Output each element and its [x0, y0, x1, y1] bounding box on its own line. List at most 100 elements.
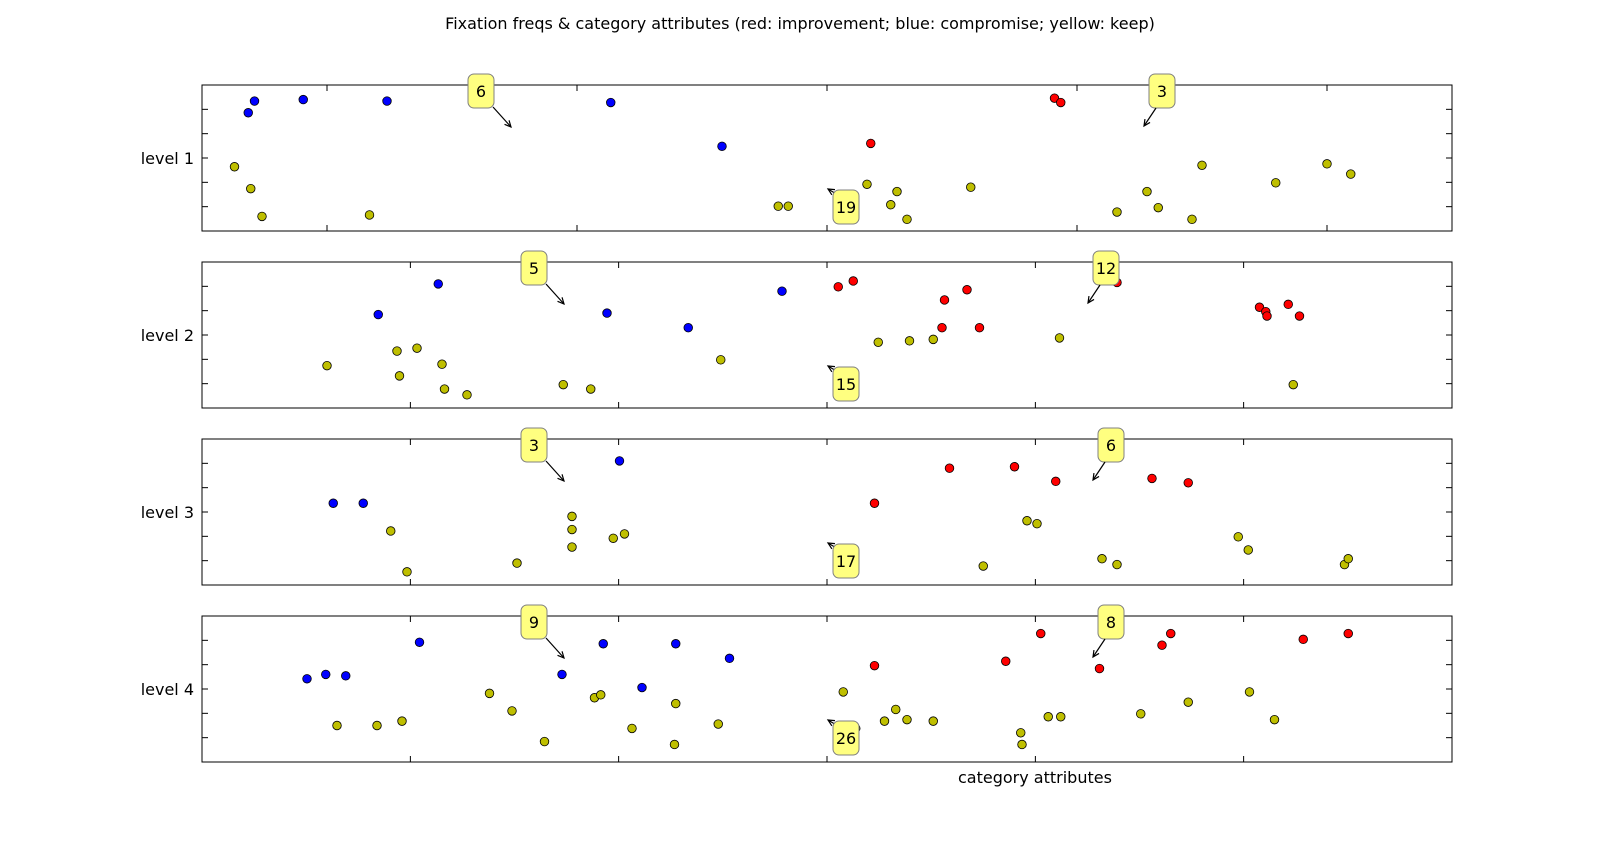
compromise-count-arrow-head — [504, 120, 512, 129]
keep-point — [507, 706, 517, 716]
compromise-point — [717, 141, 727, 152]
compromise-count-arrow-head — [557, 474, 565, 483]
keep-point — [1346, 169, 1356, 179]
improvement-count-box — [1097, 427, 1125, 463]
compromise-count-box — [520, 427, 548, 463]
keep-point — [229, 162, 240, 172]
keep-point — [332, 720, 342, 731]
improvement-point — [1294, 311, 1305, 321]
improvement-point — [848, 276, 858, 286]
improvement-count-label: 12 — [1096, 259, 1116, 278]
compromise-count-arrow-shaft — [545, 283, 565, 305]
keep-point — [539, 736, 550, 747]
keep-point — [397, 716, 407, 726]
improvement-point — [1051, 476, 1061, 487]
improvement-point — [833, 282, 843, 292]
keep-point — [484, 688, 495, 699]
improvement-count-arrow-head — [1087, 295, 1095, 305]
keep-count-box — [832, 720, 860, 756]
keep-point — [1112, 559, 1122, 570]
keep-point — [567, 542, 577, 552]
compromise-point — [777, 286, 787, 296]
compromise-point — [683, 323, 693, 333]
keep-point — [394, 371, 405, 381]
compromise-point — [298, 94, 308, 105]
keep-point — [412, 343, 422, 353]
panel-3-frame — [201, 438, 1453, 586]
compromise-count-box — [467, 73, 495, 109]
compromise-point — [328, 498, 338, 508]
compromise-point — [243, 108, 253, 118]
panel-2-frame — [201, 261, 1453, 409]
improvement-point — [1009, 462, 1020, 472]
keep-point — [437, 359, 447, 369]
keep-point — [439, 384, 450, 394]
compromise-point — [321, 669, 331, 680]
keep-point — [1016, 728, 1026, 738]
compromise-point — [602, 308, 612, 318]
keep-point — [1142, 186, 1152, 197]
keep-point — [1243, 545, 1253, 555]
keep-point — [567, 524, 577, 535]
compromise-count-arrow-shaft — [492, 106, 512, 128]
improvement-count-box — [1148, 73, 1176, 109]
compromise-count-label: 6 — [476, 82, 486, 101]
keep-point — [1097, 554, 1107, 564]
keep-point — [567, 511, 577, 522]
improvement-point — [962, 285, 972, 295]
keep-point — [1032, 518, 1042, 529]
compromise-point — [302, 674, 312, 684]
improvement-count-box — [1097, 604, 1125, 640]
keep-point — [862, 179, 872, 189]
keep-point — [596, 690, 606, 700]
keep-point — [713, 719, 723, 729]
keep-count-box — [832, 543, 860, 579]
keep-point — [1233, 532, 1243, 542]
compromise-point — [637, 682, 647, 693]
keep-point — [891, 704, 901, 715]
keep-point — [627, 723, 637, 734]
improvement-point — [1166, 628, 1176, 639]
compromise-count-label: 3 — [529, 436, 539, 455]
keep-point — [1022, 516, 1032, 526]
keep-point — [1271, 178, 1281, 188]
keep-point — [1269, 714, 1280, 725]
keep-count-arrow-head — [826, 719, 836, 727]
compromise-point — [433, 279, 443, 289]
improvement-point — [1298, 634, 1308, 645]
keep-point — [322, 360, 332, 371]
panel-4-ylabel: level 4 — [141, 680, 194, 699]
compromise-count-arrow-shaft — [545, 460, 565, 482]
keep-point — [386, 526, 396, 536]
keep-point — [978, 561, 988, 571]
keep-point — [1197, 160, 1207, 171]
improvement-point — [1157, 640, 1167, 650]
compromise-point — [614, 456, 625, 466]
compromise-count-box — [520, 250, 548, 286]
improvement-point — [869, 660, 880, 671]
keep-point — [558, 379, 568, 390]
keep-point — [1343, 554, 1353, 564]
improvement-point — [1036, 628, 1046, 639]
compromise-point — [414, 637, 425, 647]
keep-point — [1017, 739, 1027, 750]
keep-count-arrow-head — [826, 188, 836, 196]
keep-point — [364, 210, 375, 220]
keep-point — [462, 390, 472, 400]
keep-count-label: 17 — [836, 552, 856, 571]
keep-point — [608, 533, 618, 543]
improvement-point — [937, 323, 947, 333]
compromise-point — [557, 669, 567, 680]
improvement-point — [944, 463, 955, 473]
keep-count-label: 26 — [836, 729, 856, 748]
chart-title: Fixation freqs & category attributes (re… — [445, 14, 1155, 33]
compromise-point — [358, 498, 368, 508]
panel-1-frame — [201, 84, 1453, 232]
keep-point — [1153, 202, 1163, 213]
compromise-point — [606, 97, 616, 108]
improvement-point — [1262, 311, 1272, 321]
keep-count-arrow-head — [826, 365, 836, 373]
improvement-point — [1343, 628, 1353, 639]
keep-point — [1244, 687, 1255, 697]
